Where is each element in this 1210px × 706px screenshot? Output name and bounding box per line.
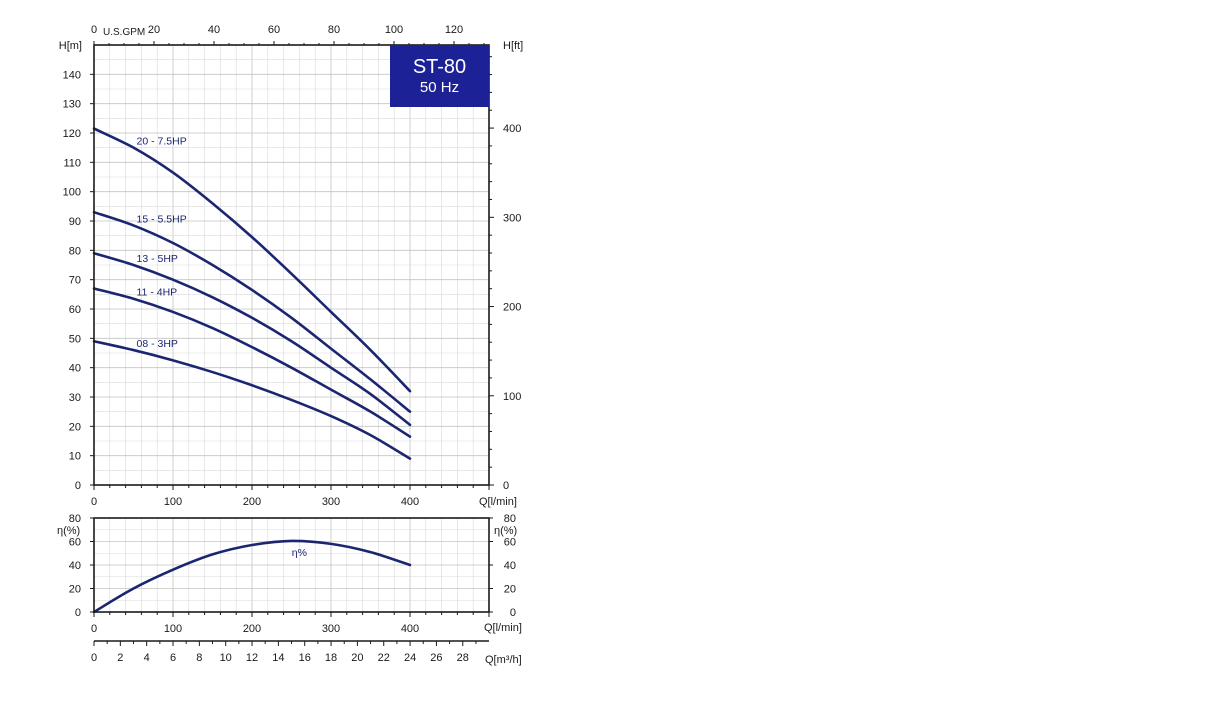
head-y-tick-label: 0 (75, 480, 81, 492)
gpm-tick-label: 0 (91, 24, 97, 36)
head-y-tick-label: 70 (69, 275, 81, 287)
head-y-tick-label: 140 (63, 69, 81, 81)
efficiency-right-tick-label: 40 (504, 560, 516, 572)
m3h-tick-label: 20 (351, 652, 363, 664)
efficiency-left-axis-title: η(%) (57, 525, 80, 537)
m3h-tick-label: 12 (246, 652, 258, 664)
ft-tick-label: 0 (503, 480, 509, 492)
head-curve-1 (92, 210, 412, 413)
m3h-tick-label: 14 (272, 652, 284, 664)
head-curve-label: 08 - 3HP (137, 338, 178, 350)
head-right-axis-title: H[ft] (503, 40, 523, 52)
head-curve-label: 20 - 7.5HP (137, 136, 187, 148)
head-curve-label: 15 - 5.5HP (137, 213, 187, 225)
head-x-axis-title: Q[l/min] (479, 496, 517, 508)
head-y-tick-label: 30 (69, 392, 81, 404)
head-curve-label: 13 - 5HP (137, 253, 178, 265)
model-badge-frequency: 50 Hz (420, 79, 459, 96)
efficiency-left-tick-label: 0 (75, 607, 81, 619)
head-y-tick-label: 10 (69, 451, 81, 463)
efficiency-x-tick-label: 100 (164, 623, 182, 635)
efficiency-left-tick-label: 60 (69, 537, 81, 549)
model-badge-title: ST-80 (413, 56, 466, 78)
head-x-tick-label: 300 (322, 496, 340, 508)
head-y-tick-label: 50 (69, 333, 81, 345)
head-x-tick-label: 200 (243, 496, 261, 508)
efficiency-left-tick-label: 20 (69, 584, 81, 596)
head-x-tick-label: 100 (164, 496, 182, 508)
efficiency-curve-0 (92, 539, 412, 614)
gpm-tick-label: 100 (385, 24, 403, 36)
head-y-tick-label: 120 (63, 128, 81, 140)
efficiency-right-axis-title: η(%) (494, 525, 517, 537)
head-left-axis-title: H[m] (59, 40, 82, 52)
m3h-tick-label: 24 (404, 652, 416, 664)
m3h-tick-label: 6 (170, 652, 176, 664)
gpm-tick-label: 40 (208, 24, 220, 36)
efficiency-right-tick-label: 80 (504, 513, 516, 525)
head-y-tick-label: 60 (69, 304, 81, 316)
efficiency-x-tick-label: 300 (322, 623, 340, 635)
gpm-tick-label: 80 (328, 24, 340, 36)
head-y-tick-label: 80 (69, 245, 81, 257)
gpm-axis-title: U.S.GPM (103, 27, 145, 38)
m3h-tick-label: 22 (378, 652, 390, 664)
ft-tick-label: 100 (503, 391, 521, 403)
m3h-tick-label: 10 (220, 652, 232, 664)
head-y-tick-label: 110 (63, 157, 81, 169)
efficiency-grid (93, 517, 490, 613)
efficiency-left-tick-label: 40 (69, 560, 81, 572)
m3h-tick-label: 28 (457, 652, 469, 664)
head-x-tick-label: 0 (91, 496, 97, 508)
efficiency-x-tick-label: 400 (401, 623, 419, 635)
head-plot-frame (93, 44, 490, 486)
head-y-tick-label: 20 (69, 421, 81, 433)
efficiency-plot-frame (93, 517, 490, 613)
m3h-tick-label: 4 (144, 652, 150, 664)
ft-tick-label: 400 (503, 123, 521, 135)
m3h-axis-title: Q[m³/h] (485, 654, 522, 666)
head-y-tick-label: 40 (69, 363, 81, 375)
head-x-tick-label: 400 (401, 496, 419, 508)
model-badge: ST-80 50 Hz (390, 45, 489, 107)
ft-tick-label: 300 (503, 212, 521, 224)
ft-tick-label: 200 (503, 302, 521, 314)
head-curve-label: 11 - 4HP (137, 287, 178, 299)
gpm-tick-label: 60 (268, 24, 280, 36)
gpm-tick-label: 20 (148, 24, 160, 36)
m3h-tick-label: 26 (430, 652, 442, 664)
gpm-tick-label: 120 (445, 24, 463, 36)
m3h-tick-label: 16 (299, 652, 311, 664)
head-y-tick-label: 130 (63, 99, 81, 111)
head-curve-3 (92, 287, 412, 438)
efficiency-x-axis-title: Q[l/min] (484, 622, 522, 634)
m3h-tick-label: 0 (91, 652, 97, 664)
head-y-tick-label: 100 (63, 187, 81, 199)
efficiency-right-tick-label: 20 (504, 584, 516, 596)
head-curve-4 (92, 339, 412, 460)
head-y-tick-label: 90 (69, 216, 81, 228)
efficiency-x-tick-label: 200 (243, 623, 261, 635)
efficiency-right-tick-label: 0 (510, 607, 516, 619)
efficiency-x-tick-label: 0 (91, 623, 97, 635)
model-badge-box (390, 45, 489, 107)
m3h-tick-label: 8 (196, 652, 202, 664)
head-curve-0 (92, 127, 412, 393)
head-grid (93, 44, 490, 486)
head-curve-2 (92, 251, 412, 427)
m3h-tick-label: 18 (325, 652, 337, 664)
efficiency-left-tick-label: 80 (69, 513, 81, 525)
m3h-tick-label: 2 (117, 652, 123, 664)
efficiency-curve-label: η% (292, 547, 307, 559)
efficiency-right-tick-label: 60 (504, 537, 516, 549)
